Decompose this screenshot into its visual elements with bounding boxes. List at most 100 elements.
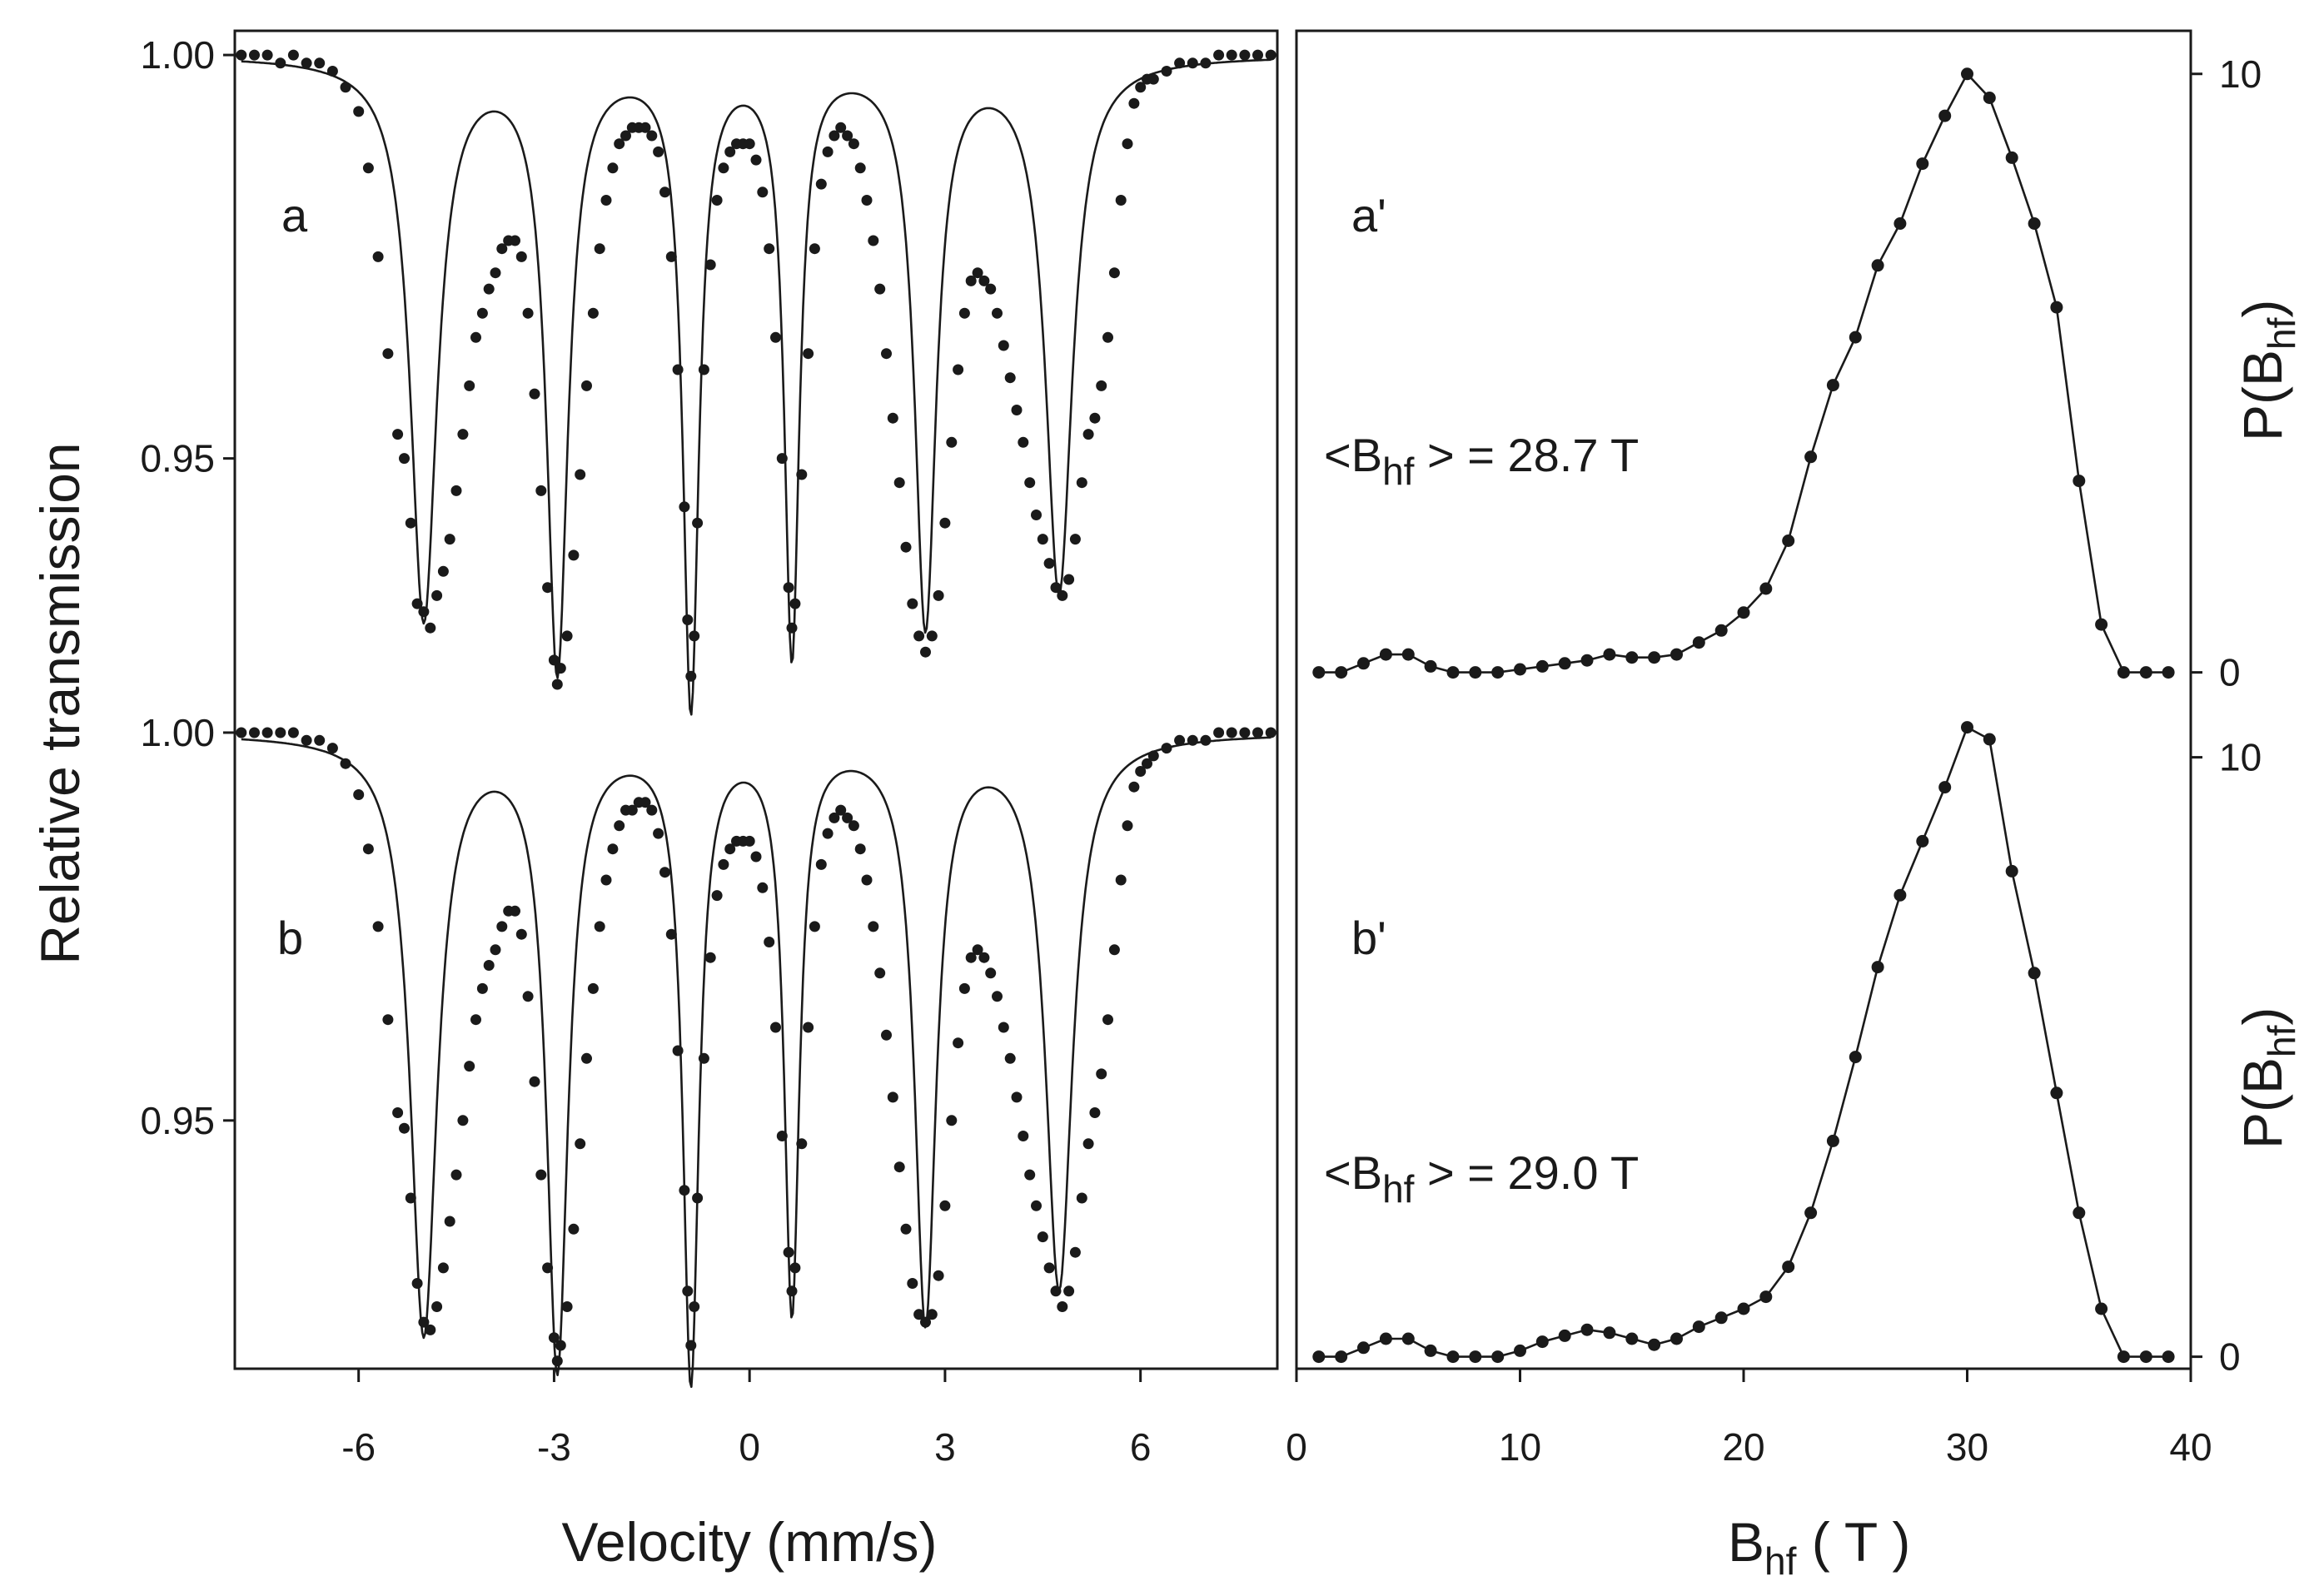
data-point xyxy=(1050,1285,1062,1297)
data-point xyxy=(2005,864,2018,878)
data-point xyxy=(653,146,664,157)
data-point xyxy=(483,283,495,295)
data-point xyxy=(1161,743,1172,754)
data-point xyxy=(776,453,788,465)
data-point xyxy=(362,162,374,174)
data-point xyxy=(682,614,694,625)
data-point xyxy=(535,485,547,496)
data-point xyxy=(1938,109,1952,122)
data-point xyxy=(483,960,495,971)
data-point xyxy=(926,1309,938,1320)
data-point xyxy=(913,1309,925,1320)
data-point xyxy=(1580,1323,1594,1336)
data-point xyxy=(1491,666,1505,679)
data-point xyxy=(392,1107,404,1118)
data-point xyxy=(653,828,664,839)
data-point xyxy=(1187,734,1198,746)
data-point xyxy=(933,589,944,601)
data-point xyxy=(600,195,612,206)
data-point xyxy=(965,952,977,963)
data-point xyxy=(1161,66,1172,77)
data-point xyxy=(1312,666,1326,679)
data-point xyxy=(399,1122,410,1134)
data-point xyxy=(1558,1329,1571,1342)
data-point xyxy=(939,1200,951,1211)
data-point xyxy=(682,1285,694,1297)
data-point xyxy=(842,812,853,823)
data-point xyxy=(275,57,286,69)
data-point xyxy=(568,1223,580,1235)
data-point xyxy=(418,606,430,618)
data-point xyxy=(372,251,384,262)
left-y-axis-label: Relative transmission xyxy=(29,442,91,964)
data-point xyxy=(724,146,736,157)
data-point xyxy=(1625,651,1639,664)
data-point xyxy=(1983,92,1996,104)
data-point xyxy=(457,1115,469,1126)
data-point xyxy=(881,1029,892,1041)
left-plot-frame xyxy=(233,29,1279,1370)
data-point xyxy=(261,727,273,738)
data-point xyxy=(575,469,586,480)
data-point xyxy=(1514,1344,1526,1357)
data-point xyxy=(1076,477,1087,489)
data-point xyxy=(1174,734,1186,746)
data-point xyxy=(411,598,423,609)
data-point xyxy=(301,734,312,746)
data-point xyxy=(382,1014,394,1026)
data-point xyxy=(1057,1301,1068,1312)
data-point xyxy=(1648,1338,1661,1351)
data-point xyxy=(698,1052,709,1064)
data-point xyxy=(1031,1200,1042,1211)
data-point xyxy=(1961,721,1973,734)
data-point xyxy=(1108,267,1120,279)
data-point xyxy=(382,348,394,360)
data-point xyxy=(542,1262,554,1274)
data-point xyxy=(1018,1131,1029,1141)
data-point xyxy=(1115,874,1127,886)
data-point xyxy=(2073,1206,2086,1220)
data-point xyxy=(490,944,501,956)
panel-label-b: b xyxy=(277,912,303,964)
data-point xyxy=(2050,301,2063,314)
data-point xyxy=(2028,217,2041,230)
data-point xyxy=(1200,734,1212,746)
data-point xyxy=(1357,657,1370,670)
data-point xyxy=(1469,666,1482,679)
data-point xyxy=(685,1340,697,1351)
data-point xyxy=(340,82,351,93)
y-tick-label: 1.00 xyxy=(140,33,215,77)
data-point xyxy=(757,882,769,893)
data-point xyxy=(913,630,925,642)
y-tick-label: 0 xyxy=(2219,651,2241,694)
data-point xyxy=(1037,534,1048,545)
data-point xyxy=(848,138,859,150)
data-point xyxy=(1335,1350,1348,1364)
data-point xyxy=(786,1285,798,1297)
data-point xyxy=(1849,331,1862,344)
data-point xyxy=(551,679,563,690)
data-point xyxy=(920,1316,931,1328)
data-point xyxy=(555,663,566,674)
data-point xyxy=(907,1278,918,1289)
data-point xyxy=(1648,651,1661,664)
data-point xyxy=(861,195,873,206)
left-x-axis-label: Velocity (mm/s) xyxy=(561,1511,937,1573)
data-point xyxy=(1379,648,1392,661)
mean-field-annotation-b: <Bhf > = 29.0 T xyxy=(1324,1146,1639,1211)
data-point xyxy=(718,162,729,174)
data-point xyxy=(1469,1350,1482,1364)
data-point xyxy=(829,130,840,142)
data-point xyxy=(510,905,520,917)
data-point xyxy=(431,1301,443,1312)
data-point xyxy=(796,1138,808,1150)
data-point xyxy=(659,186,670,198)
data-point xyxy=(893,477,905,489)
data-point xyxy=(353,106,365,117)
data-point xyxy=(783,1246,794,1258)
data-point xyxy=(1122,138,1133,150)
data-point xyxy=(874,967,886,979)
data-point xyxy=(1037,1231,1048,1243)
data-point xyxy=(587,982,599,994)
data-point xyxy=(1135,766,1147,777)
